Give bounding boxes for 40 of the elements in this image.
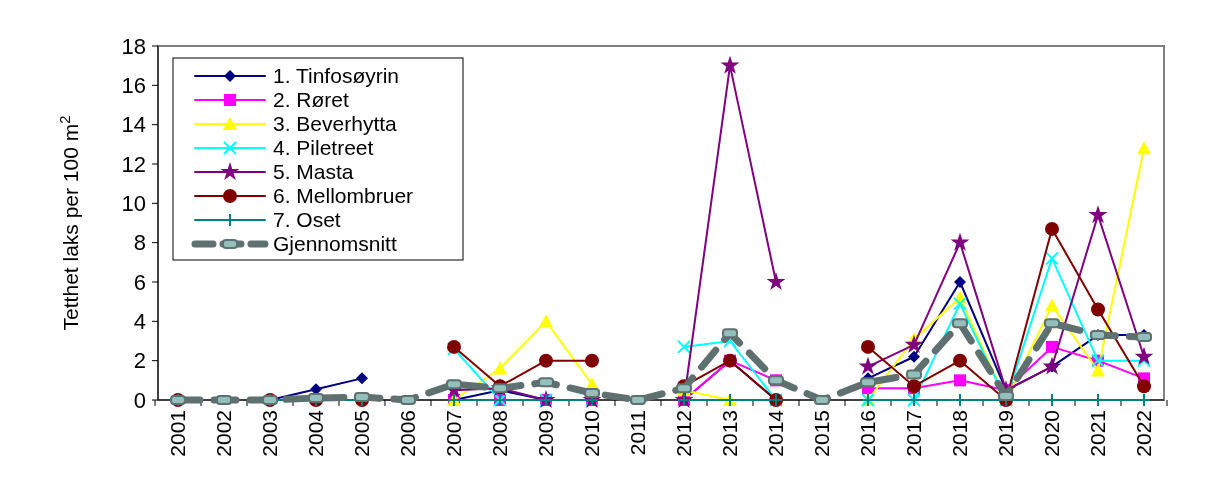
y-tick-label: 8 <box>133 230 146 256</box>
x-tick-label: 2007 <box>442 410 465 457</box>
x-tick-label: 2013 <box>718 410 741 457</box>
y-tick-label: 16 <box>121 73 146 99</box>
x-tick-label: 2016 <box>856 410 879 457</box>
x-tick-label: 2011 <box>626 410 649 456</box>
x-tick-label: 2006 <box>396 410 419 457</box>
x-tick-label: 2012 <box>672 410 695 457</box>
x-tick-label: 2010 <box>580 410 603 457</box>
x-tick-label: 2009 <box>534 410 557 457</box>
x-tick-label: 2017 <box>902 410 925 457</box>
x-tick-label: 2014 <box>764 409 787 457</box>
y-tick-label: 12 <box>121 151 146 177</box>
x-tick-label: 2003 <box>258 410 281 457</box>
legend-label: 3. Beverhytta <box>273 112 398 136</box>
legend-label: 7. Oset <box>273 208 341 232</box>
y-tick-label: 6 <box>133 269 146 295</box>
y-tick-label: 4 <box>133 309 146 335</box>
x-tick-label: 2020 <box>1040 410 1063 457</box>
x-tick-label: 2018 <box>948 410 971 457</box>
legend-label: 4. Piletreet <box>273 136 374 160</box>
x-tick-label: 2001 <box>166 410 189 457</box>
x-tick-label: 2021 <box>1086 410 1109 457</box>
y-tick-label: 2 <box>133 348 146 374</box>
y-tick-label: 10 <box>121 191 146 217</box>
x-tick-label: 2019 <box>994 410 1017 457</box>
y-tick-label: 18 <box>121 33 146 59</box>
legend-label: Gjennomsnitt <box>273 232 397 256</box>
x-tick-label: 2004 <box>304 409 327 457</box>
legend-label: 2. Røret <box>273 88 350 112</box>
x-tick-label: 2002 <box>212 410 235 457</box>
x-tick-label: 2015 <box>810 410 833 457</box>
legend-label: 1. Tinfosøyrin <box>273 64 400 88</box>
x-tick-label: 2008 <box>488 410 511 457</box>
y-tick-label: 14 <box>121 112 146 138</box>
x-tick-label: 2005 <box>350 410 373 457</box>
legend-label: 6. Mellombruer <box>273 184 414 208</box>
y-tick-label: 0 <box>133 387 146 413</box>
x-tick-label: 2022 <box>1132 410 1155 457</box>
legend-label: 5. Masta <box>273 160 354 184</box>
